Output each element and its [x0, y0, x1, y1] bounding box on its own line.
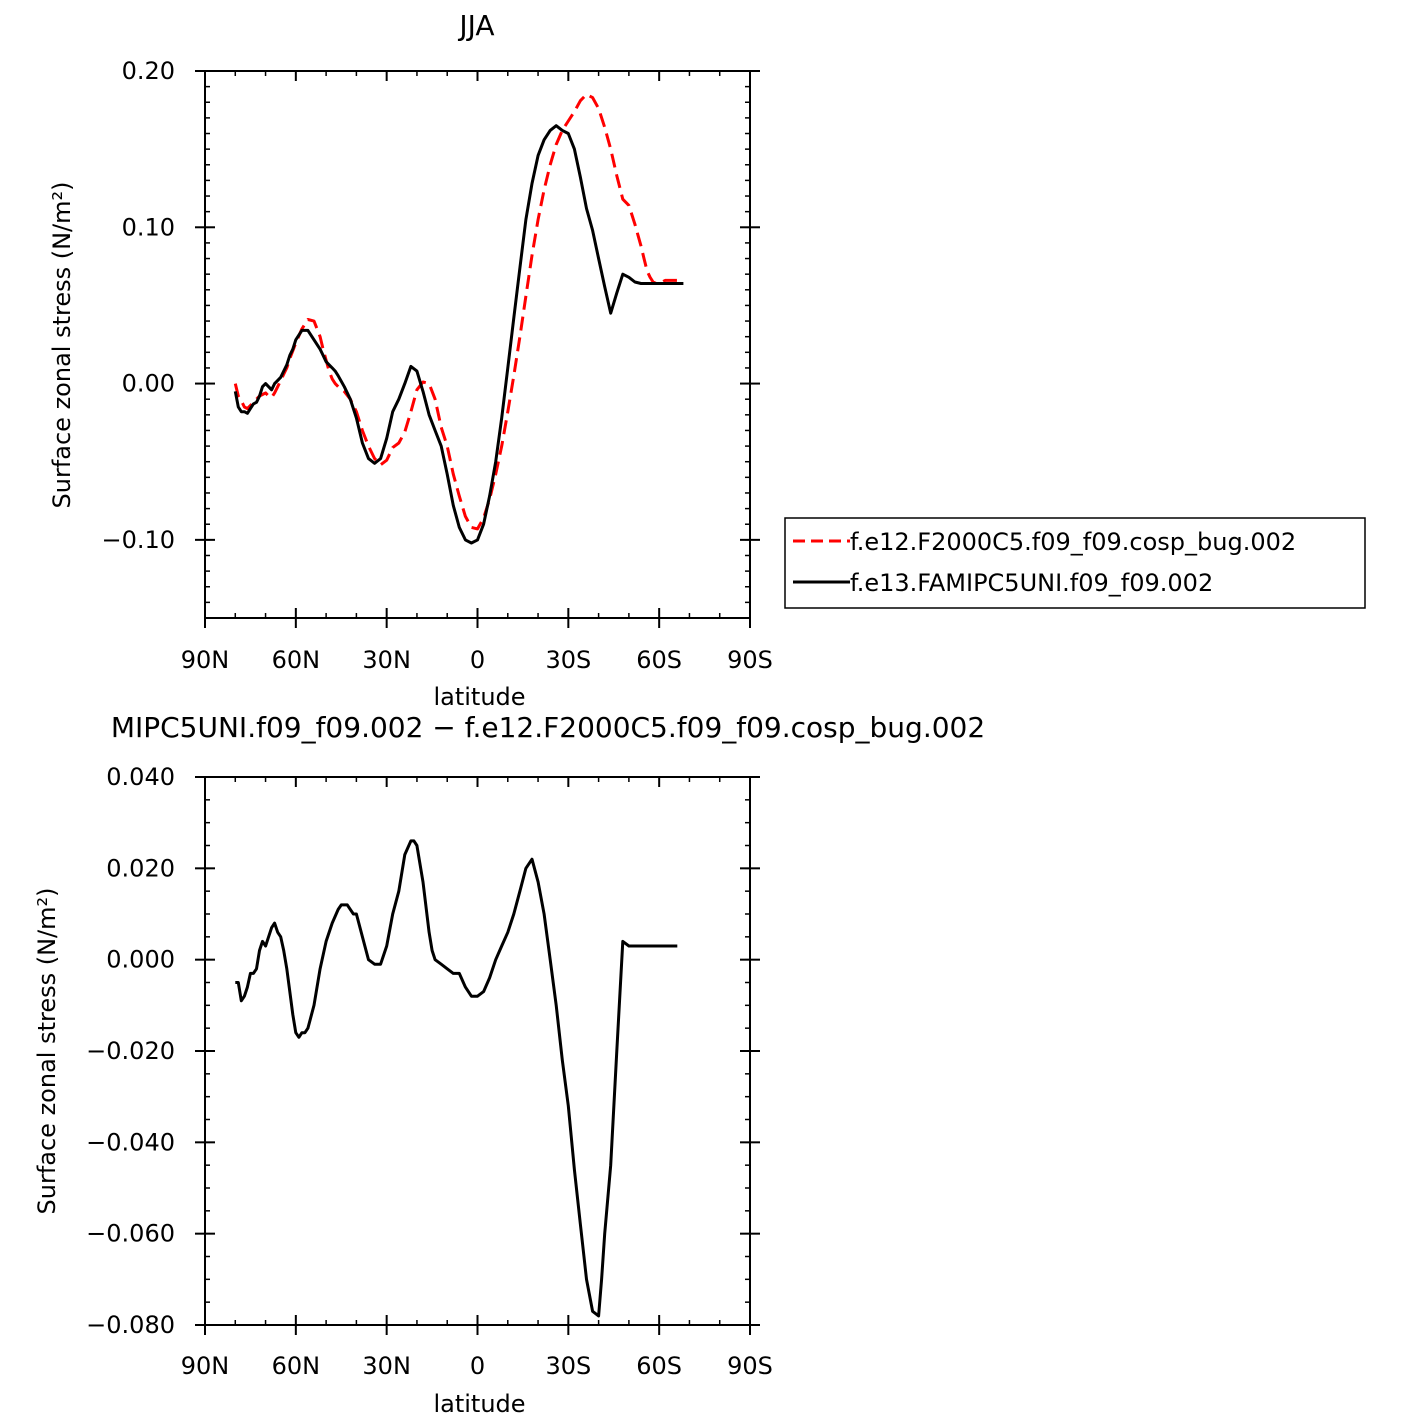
x-axis-title: latitude: [433, 1390, 525, 1418]
y-tick-label: −0.080: [86, 1311, 175, 1339]
x-tick-label: 90N: [181, 646, 230, 674]
series-line-1: [233, 92, 684, 531]
x-tick-label: 30S: [545, 646, 591, 674]
x-tick-label: 60N: [272, 646, 321, 674]
x-tick-label: 60N: [272, 1352, 321, 1380]
y-tick-label: −0.020: [86, 1037, 175, 1065]
x-axis-title: latitude: [433, 683, 525, 711]
y-tick-label: −0.040: [86, 1128, 175, 1156]
series-line-2: [233, 124, 684, 545]
y-tick-label: −0.060: [86, 1220, 175, 1248]
plot-frame: [204, 776, 751, 1326]
legend: f.e12.F2000C5.f09_f09.cosp_bug.002 f.e13.…: [784, 517, 1366, 609]
y-axis-title: Surface zonal stress (N/m²): [33, 888, 61, 1215]
x-tick-label: 60S: [636, 1352, 682, 1380]
y-tick-label: 0.000: [106, 946, 175, 974]
series-line-1: [235, 839, 678, 1318]
chart-panel-1: JJA 90N 60N 30N 0 30S 60S 90S 0.20 0.10 0.00 −0.10 l…: [48, 9, 1366, 711]
y-tick-label: 0.20: [122, 57, 175, 85]
y-tick-label: 0.00: [122, 370, 175, 398]
x-tick-label: 0: [470, 646, 485, 674]
y-axis-title: Surface zonal stress (N/m²): [48, 182, 76, 509]
x-tick-label: 30N: [362, 1352, 411, 1380]
x-tick-label: 90S: [727, 1352, 773, 1380]
legend-box: [784, 517, 1366, 609]
y-tick-label: −0.10: [101, 526, 175, 554]
y-tick-label: 0.020: [106, 854, 175, 882]
x-tick-label: 0: [470, 1352, 485, 1380]
y-tick-label: 0.040: [106, 763, 175, 791]
x-tick-label: 60S: [636, 646, 682, 674]
x-tick-label: 90S: [727, 646, 773, 674]
chart-title: JJA: [457, 9, 494, 42]
legend-label-2: f.e13.FAMIPC5UNI.f09_f09.002: [850, 569, 1213, 597]
chart-title: MIPC5UNI.f09_f09.002 − f.e12.F2000C5.f09…: [111, 711, 985, 744]
y-tick-label: 0.10: [122, 213, 175, 241]
chart-panel-2: MIPC5UNI.f09_f09.002 − f.e12.F2000C5.f09…: [33, 711, 985, 1418]
x-tick-label: 30N: [362, 646, 411, 674]
legend-label-1: f.e12.F2000C5.f09_f09.cosp_bug.002: [850, 528, 1296, 556]
x-tick-label: 30S: [545, 1352, 591, 1380]
x-tick-label: 90N: [181, 1352, 230, 1380]
